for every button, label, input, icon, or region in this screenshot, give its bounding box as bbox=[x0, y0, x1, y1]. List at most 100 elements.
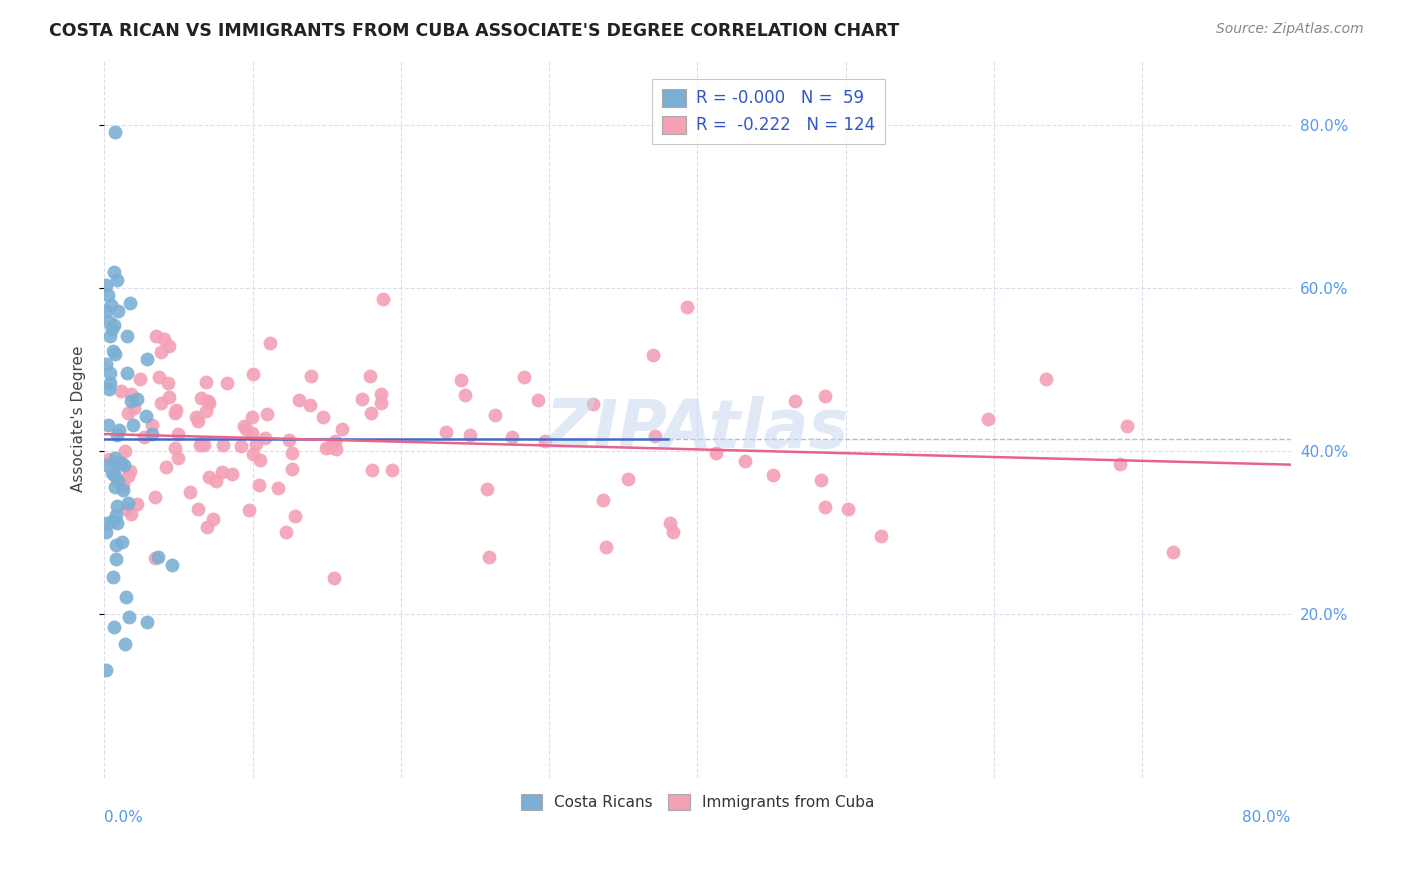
Point bbox=[201, 512, 224, 526]
Point bbox=[205, 474, 228, 488]
Point bbox=[360, 406, 382, 420]
Point bbox=[155, 460, 177, 475]
Point bbox=[94, 663, 117, 677]
Point bbox=[104, 538, 127, 552]
Point bbox=[837, 502, 859, 516]
Point bbox=[122, 401, 145, 415]
Point bbox=[704, 446, 727, 460]
Point bbox=[127, 497, 149, 511]
Point bbox=[785, 393, 807, 408]
Point bbox=[187, 501, 209, 516]
Point bbox=[659, 516, 682, 530]
Point bbox=[450, 373, 472, 387]
Point bbox=[193, 438, 215, 452]
Point bbox=[125, 392, 148, 407]
Point bbox=[458, 427, 481, 442]
Point bbox=[235, 422, 257, 436]
Point bbox=[197, 396, 219, 410]
Point bbox=[120, 393, 142, 408]
Text: 0.0%: 0.0% bbox=[104, 810, 143, 825]
Point bbox=[1161, 544, 1184, 558]
Point bbox=[117, 406, 139, 420]
Point bbox=[325, 434, 347, 449]
Point bbox=[245, 436, 267, 450]
Point bbox=[94, 357, 117, 371]
Point bbox=[315, 441, 337, 455]
Point bbox=[249, 453, 271, 467]
Point bbox=[105, 516, 128, 530]
Point bbox=[103, 619, 125, 633]
Point bbox=[373, 292, 395, 306]
Point bbox=[977, 412, 1000, 426]
Point bbox=[141, 427, 163, 442]
Point bbox=[117, 496, 139, 510]
Point bbox=[242, 367, 264, 381]
Point bbox=[370, 396, 392, 410]
Point bbox=[1035, 372, 1057, 386]
Point bbox=[114, 444, 136, 458]
Point bbox=[143, 490, 166, 504]
Point bbox=[247, 477, 270, 491]
Point bbox=[145, 329, 167, 343]
Point bbox=[299, 369, 322, 384]
Point bbox=[96, 516, 118, 531]
Point bbox=[115, 501, 138, 516]
Point bbox=[118, 610, 141, 624]
Point bbox=[166, 426, 188, 441]
Point bbox=[274, 524, 297, 539]
Point bbox=[98, 452, 121, 467]
Point bbox=[870, 528, 893, 542]
Point bbox=[323, 571, 346, 585]
Point bbox=[141, 418, 163, 433]
Point bbox=[325, 442, 347, 456]
Point bbox=[120, 387, 142, 401]
Point bbox=[120, 295, 142, 310]
Point bbox=[259, 336, 281, 351]
Point bbox=[281, 446, 304, 460]
Point bbox=[814, 389, 837, 403]
Point bbox=[240, 409, 263, 424]
Point bbox=[103, 318, 125, 332]
Point bbox=[110, 456, 132, 470]
Point bbox=[533, 434, 555, 448]
Point bbox=[233, 419, 256, 434]
Point bbox=[165, 402, 187, 417]
Point bbox=[352, 392, 374, 406]
Point bbox=[762, 468, 785, 483]
Point bbox=[107, 304, 129, 318]
Point bbox=[136, 352, 159, 367]
Point bbox=[104, 552, 127, 566]
Point bbox=[188, 437, 211, 451]
Point bbox=[163, 441, 186, 455]
Point bbox=[146, 550, 169, 565]
Point bbox=[198, 469, 221, 483]
Point bbox=[810, 473, 832, 487]
Point bbox=[152, 332, 174, 346]
Point bbox=[157, 390, 180, 404]
Point bbox=[513, 370, 536, 384]
Point bbox=[299, 397, 322, 411]
Point bbox=[112, 483, 135, 497]
Point bbox=[592, 492, 614, 507]
Point bbox=[107, 428, 129, 442]
Text: ZIPAtlas: ZIPAtlas bbox=[546, 396, 849, 462]
Point bbox=[312, 409, 335, 424]
Point bbox=[101, 466, 124, 480]
Point bbox=[381, 463, 404, 477]
Point bbox=[160, 558, 183, 573]
Point bbox=[101, 514, 124, 528]
Point bbox=[105, 499, 128, 513]
Point bbox=[103, 265, 125, 279]
Point bbox=[1115, 419, 1137, 434]
Point bbox=[254, 432, 277, 446]
Text: 80.0%: 80.0% bbox=[1243, 810, 1291, 825]
Point bbox=[101, 343, 124, 358]
Point bbox=[111, 478, 134, 492]
Point bbox=[98, 366, 121, 380]
Point bbox=[143, 550, 166, 565]
Point bbox=[94, 278, 117, 293]
Point bbox=[103, 467, 125, 481]
Point bbox=[281, 462, 304, 476]
Point bbox=[814, 500, 837, 514]
Point bbox=[156, 376, 179, 390]
